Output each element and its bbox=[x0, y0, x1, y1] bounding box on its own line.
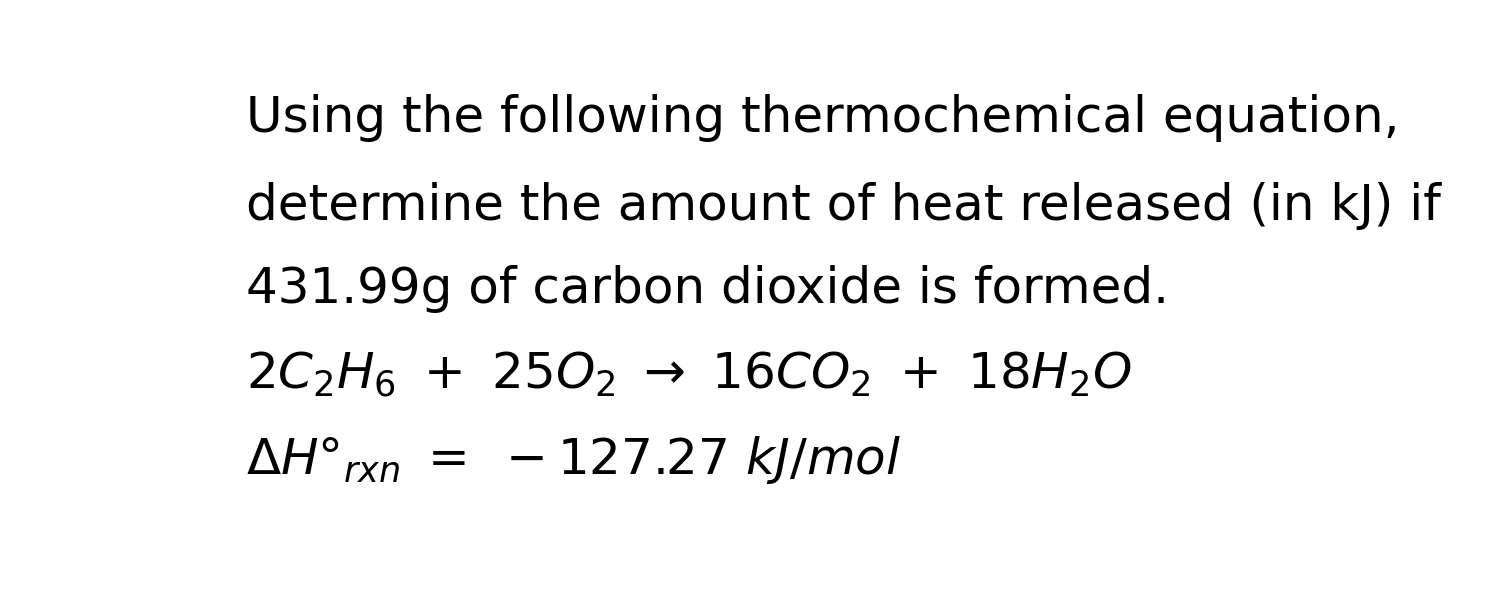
Text: 431.99g of carbon dioxide is formed.: 431.99g of carbon dioxide is formed. bbox=[246, 265, 1168, 313]
Text: determine the amount of heat released (in kJ) if: determine the amount of heat released (i… bbox=[246, 182, 1440, 230]
Text: $2C_2H_6\ +\ 25O_2\ \rightarrow\ 16CO_2\ +\ 18H_2O$: $2C_2H_6\ +\ 25O_2\ \rightarrow\ 16CO_2\… bbox=[246, 350, 1131, 399]
Text: Using the following thermochemical equation,: Using the following thermochemical equat… bbox=[246, 94, 1400, 142]
Text: $\Delta H°_{rxn}\ =\ -127.27\ kJ/mol$: $\Delta H°_{rxn}\ =\ -127.27\ kJ/mol$ bbox=[246, 434, 900, 486]
